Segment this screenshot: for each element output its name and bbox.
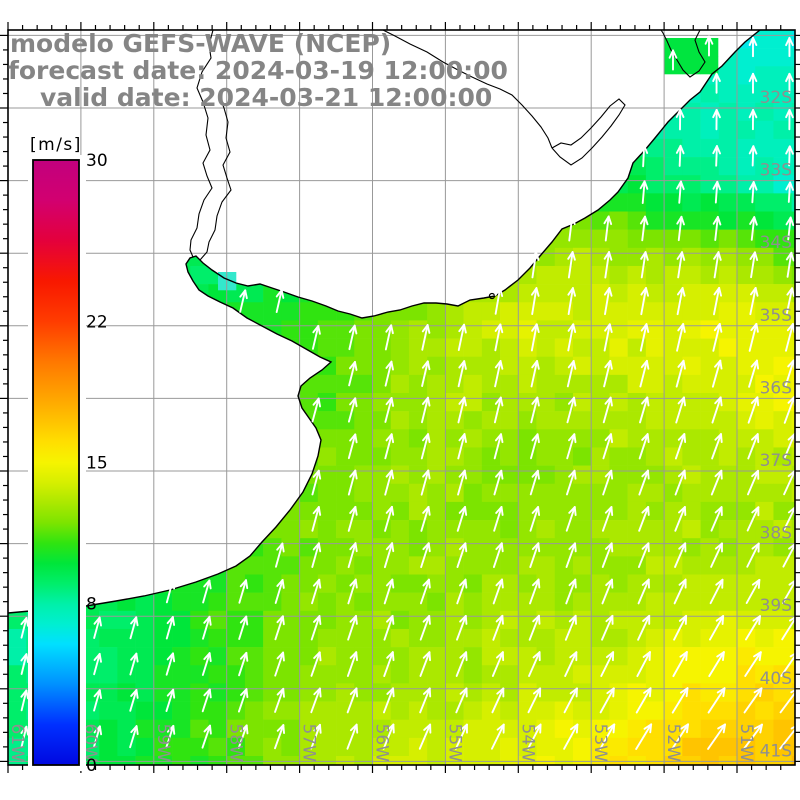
land-mask — [8, 30, 760, 613]
small-island — [488, 292, 496, 300]
lon-label: 56W — [372, 724, 392, 763]
uruguay-river-east-bank — [199, 94, 232, 261]
colorbar-tick-label: 15 — [86, 454, 108, 474]
colorbar-tick-label: 22 — [86, 312, 108, 332]
border-line — [382, 30, 553, 149]
lat-label: 34S — [760, 233, 792, 253]
laguna-merin-outline — [551, 98, 626, 166]
lat-label: 39S — [760, 596, 792, 616]
colorbar: [m/s]30 22 15 8 0 — [28, 135, 108, 776]
lon-label: 52W — [663, 724, 683, 763]
lat-label: 38S — [760, 524, 792, 544]
lon-label: 57W — [299, 724, 319, 763]
lon-label: 53W — [590, 724, 610, 763]
map-area — [8, 30, 795, 765]
lat-label: 41S — [760, 741, 792, 761]
lat-label: 35S — [760, 306, 792, 326]
lagoa-dos-patos-outline — [660, 30, 706, 78]
coastline-layer — [8, 30, 761, 614]
colorbar-tick-label: 30 — [86, 151, 108, 171]
colorbar-tick-label: 8 — [86, 595, 97, 615]
lon-label: 54W — [517, 724, 537, 763]
wind-vectors-layer — [20, 35, 795, 750]
axis-ticks — [0, 22, 800, 773]
colorbar-tick-label: 0 — [86, 756, 97, 776]
lat-label: 32S — [760, 88, 792, 108]
colorbar-unit-label: [m/s] — [30, 135, 82, 155]
lat-label: 37S — [760, 451, 792, 471]
uruguay-river-west-bank — [189, 30, 214, 258]
lon-label: 51W — [736, 724, 756, 763]
graticule — [8, 30, 795, 765]
lon-label: 58W — [226, 724, 246, 763]
lon-label: 59W — [153, 724, 173, 763]
lat-label: 40S — [760, 669, 792, 689]
lon-label: 61W — [7, 724, 27, 763]
lat-label: 33S — [760, 161, 792, 181]
lon-label: 55W — [444, 724, 464, 763]
lat-label: 36S — [760, 378, 792, 398]
